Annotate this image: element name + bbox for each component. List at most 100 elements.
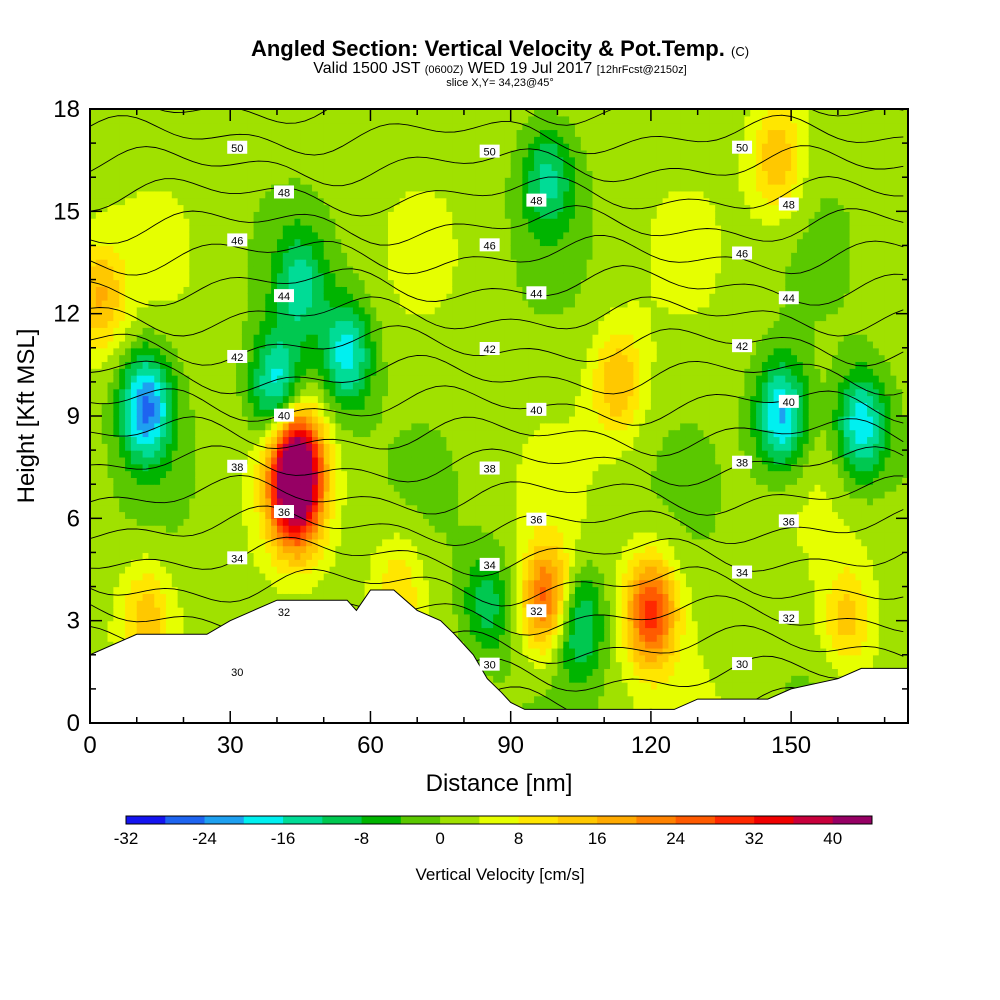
field-cell [165, 470, 173, 478]
field-cell [341, 163, 348, 171]
field-cell [306, 340, 313, 349]
field-cell [341, 170, 348, 178]
field-cell [136, 122, 144, 131]
field-cell [218, 306, 225, 315]
field-cell [206, 190, 214, 199]
field-cell [247, 170, 255, 178]
field-cell [165, 327, 173, 335]
field-cell [259, 238, 266, 247]
field-cell [230, 566, 237, 574]
field-cell [288, 170, 296, 178]
field-cell [393, 525, 401, 533]
field-cell [282, 320, 290, 328]
field-cell [382, 429, 389, 438]
field-cell [364, 286, 372, 294]
field-cell [125, 627, 132, 635]
field-cell [288, 238, 296, 247]
field-cell [154, 224, 161, 233]
field-cell [130, 190, 138, 199]
field-cell [341, 579, 348, 588]
field-cell [329, 170, 336, 178]
field-cell [399, 409, 407, 417]
field-cell [294, 593, 301, 601]
field-cell [399, 456, 407, 465]
field-cell [113, 149, 120, 158]
field-cell [265, 286, 272, 294]
field-cell [382, 422, 389, 431]
field-cell [230, 402, 237, 410]
field-cell [230, 211, 237, 219]
field-cell [201, 463, 208, 472]
field-cell [294, 272, 301, 281]
field-cell [119, 436, 126, 444]
field-cell [107, 347, 114, 356]
field-cell [154, 149, 161, 158]
field-cell [335, 156, 342, 165]
field-cell [119, 306, 126, 315]
field-cell [253, 559, 261, 567]
field-cell [382, 163, 389, 171]
field-cell [364, 545, 372, 554]
field-cell [183, 109, 190, 117]
field-cell [323, 286, 331, 294]
field-cell [189, 552, 196, 560]
field-cell [95, 313, 103, 322]
field-cell [130, 163, 138, 171]
field-cell [236, 504, 243, 513]
field-cell [247, 429, 255, 438]
field-cell [335, 450, 342, 458]
field-cell [276, 497, 284, 506]
field-cell [165, 477, 173, 485]
field-cell [236, 259, 243, 267]
field-cell [230, 422, 237, 431]
field-cell [317, 368, 325, 376]
field-cell [323, 231, 331, 240]
field-cell [183, 600, 190, 608]
field-cell [312, 204, 319, 212]
field-cell [276, 579, 284, 588]
field-cell [142, 361, 150, 369]
field-cell [364, 252, 372, 260]
field-cell [241, 477, 249, 485]
field-cell [300, 504, 307, 513]
field-cell [312, 122, 319, 131]
field-cell [177, 429, 185, 438]
field-cell [160, 211, 167, 219]
field-cell [358, 395, 366, 403]
field-cell [177, 552, 185, 560]
field-cell [177, 463, 185, 472]
field-cell [370, 170, 377, 178]
field-cell [95, 627, 103, 635]
field-cell [341, 470, 348, 478]
field-cell [130, 149, 138, 158]
field-cell [212, 293, 220, 301]
field-cell [352, 375, 360, 383]
field-cell [201, 300, 208, 308]
field-cell [271, 122, 278, 131]
field-cell [90, 402, 97, 410]
field-cell [201, 416, 208, 424]
field-cell [247, 545, 255, 554]
field-cell [288, 586, 296, 594]
field-cell [276, 272, 284, 281]
field-cell [165, 204, 173, 212]
field-cell [317, 293, 325, 301]
field-cell [206, 265, 214, 274]
field-cell [271, 531, 278, 540]
field-cell [230, 204, 237, 212]
field-cell [148, 607, 155, 615]
field-cell [107, 149, 114, 158]
forecast-info: [12hrFcst@2150z] [596, 64, 687, 76]
field-cell [119, 511, 126, 519]
field-cell [195, 272, 202, 281]
field-cell [224, 265, 231, 274]
field-cell [399, 491, 407, 499]
field-cell [405, 279, 412, 287]
field-cell [160, 129, 167, 137]
field-cell [253, 143, 261, 151]
field-cell [335, 395, 342, 403]
field-cell [382, 286, 389, 294]
field-cell [142, 279, 150, 287]
field-cell [370, 238, 377, 247]
field-cell [265, 122, 272, 131]
